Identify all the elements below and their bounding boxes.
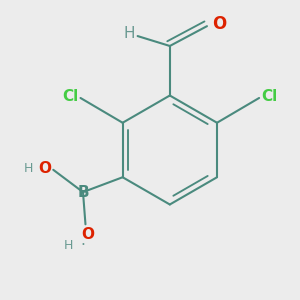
Text: Cl: Cl [62, 89, 78, 104]
Text: H: H [64, 239, 73, 252]
Text: ·: · [80, 238, 86, 253]
Text: O: O [38, 161, 51, 176]
Text: O: O [81, 227, 94, 242]
Text: O: O [212, 15, 226, 33]
Text: H: H [24, 162, 34, 175]
Text: H: H [124, 26, 135, 41]
Text: B: B [77, 184, 89, 200]
Text: Cl: Cl [262, 89, 278, 104]
